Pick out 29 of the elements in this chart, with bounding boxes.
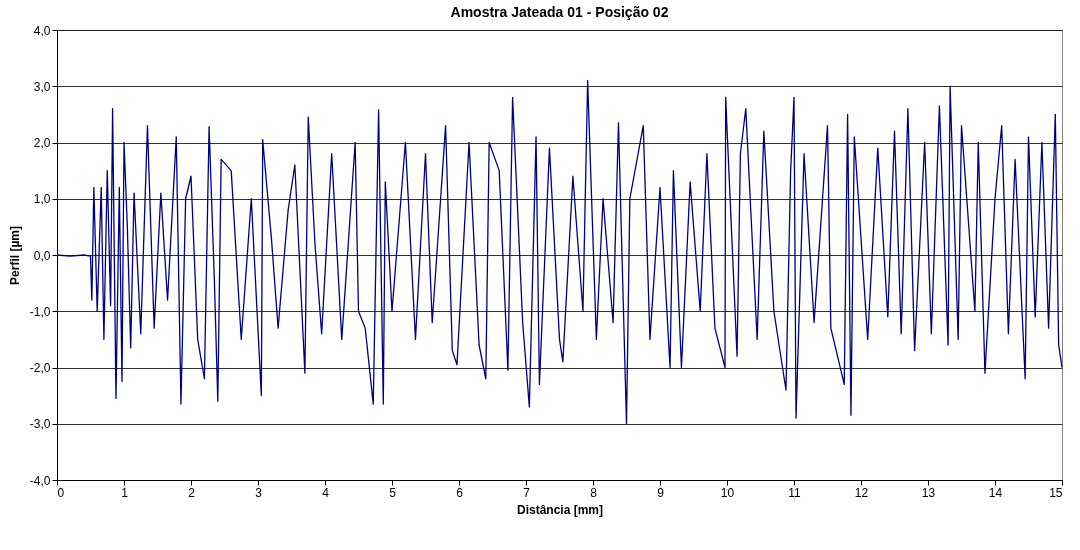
line-series xyxy=(56,79,1063,425)
chart-title: Amostra Jateada 01 - Posição 02 xyxy=(450,4,669,20)
y-tick-label: -2,0 xyxy=(29,361,51,375)
y-tick-label: -4,0 xyxy=(29,473,51,488)
x-tick-label: 12 xyxy=(854,485,869,500)
y-tick-label: 1,0 xyxy=(33,192,51,207)
x-tick-label: 14 xyxy=(988,485,1003,500)
x-tick-label: 6 xyxy=(456,485,464,500)
x-tick-label: 0 xyxy=(57,485,65,500)
x-tick-label: 4 xyxy=(322,485,330,500)
y-tick-label: -1,0 xyxy=(29,304,51,319)
x-tick-label: 8 xyxy=(590,485,598,500)
x-tick-label: 15 xyxy=(1049,485,1063,500)
x-tick-label: 3 xyxy=(255,485,263,500)
x-tick-label: 13 xyxy=(921,485,936,500)
y-tick-label: 0,0 xyxy=(33,248,51,263)
x-tick-label: 9 xyxy=(657,485,665,500)
x-axis-title: Distância [mm] xyxy=(516,502,604,517)
y-tick-label: 3,0 xyxy=(33,79,51,94)
y-tick-label: -3,0 xyxy=(29,417,51,432)
y-tick-label: 2,0 xyxy=(33,136,51,150)
x-tick-label: 7 xyxy=(523,485,531,500)
x-tick-label: 11 xyxy=(788,485,802,500)
x-tick-label: 2 xyxy=(188,485,196,500)
x-tick-label: 1 xyxy=(121,485,129,500)
x-tick-label: 5 xyxy=(389,485,397,500)
y-tick-label: 4,0 xyxy=(33,23,51,38)
y-axis-title: Perfil [µm] xyxy=(7,226,22,285)
x-tick-label: 10 xyxy=(720,485,735,500)
